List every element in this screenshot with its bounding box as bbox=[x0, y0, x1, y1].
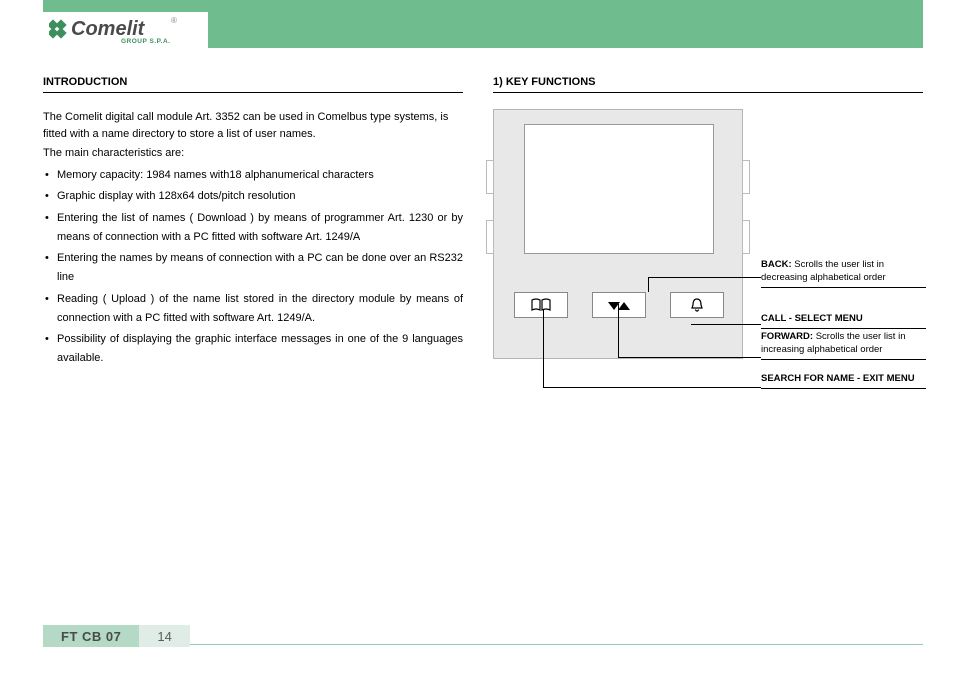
search-button-wrap bbox=[514, 292, 568, 318]
device-screen bbox=[524, 124, 714, 254]
leader-line bbox=[543, 387, 761, 388]
intro-paragraph-2: The main characteristics are: bbox=[43, 145, 463, 162]
svg-text:Comelit: Comelit bbox=[71, 18, 146, 40]
doc-code: FT CB 07 bbox=[43, 625, 139, 647]
feature-item: Entering the names by means of connectio… bbox=[43, 249, 463, 288]
call-button-wrap bbox=[670, 292, 724, 318]
content-area: INTRODUCTION The Comelit digital call mo… bbox=[43, 76, 923, 409]
comelit-logo-svg: Comelit ® GROUP S.P.A. bbox=[49, 15, 204, 45]
key-functions-title: 1) KEY FUNCTIONS bbox=[493, 76, 923, 93]
panel-tab bbox=[486, 160, 494, 194]
svg-text:®: ® bbox=[171, 16, 177, 25]
search-button[interactable] bbox=[514, 292, 568, 318]
leader-line bbox=[648, 277, 761, 278]
key-functions-column: 1) KEY FUNCTIONS bbox=[493, 76, 923, 409]
feature-item: Entering the list of names ( Download ) … bbox=[43, 209, 463, 248]
callout-call: CALL - SELECT MENU bbox=[761, 313, 926, 331]
feature-item: Possibility of displaying the graphic in… bbox=[43, 330, 463, 369]
callout-back: BACK: Scrolls the user list in decreasin… bbox=[761, 259, 926, 290]
introduction-title: INTRODUCTION bbox=[43, 76, 463, 93]
page-number: 14 bbox=[139, 625, 189, 647]
leader-line bbox=[648, 277, 649, 292]
page-footer: FT CB 07 14 bbox=[43, 625, 923, 647]
leader-line bbox=[618, 304, 619, 357]
nav-button-wrap bbox=[592, 292, 646, 318]
callout-search: SEARCH FOR NAME - EXIT MENU bbox=[761, 373, 926, 391]
callout-search-text: SEARCH FOR NAME - EXIT MENU bbox=[761, 373, 915, 384]
panel-tab bbox=[742, 220, 750, 254]
footer-rule bbox=[190, 625, 923, 645]
button-row bbox=[514, 280, 724, 330]
intro-paragraph-1: The Comelit digital call module Art. 335… bbox=[43, 109, 463, 143]
panel-tab bbox=[742, 160, 750, 194]
svg-text:GROUP S.P.A.: GROUP S.P.A. bbox=[121, 38, 170, 45]
leader-line bbox=[691, 324, 761, 325]
leader-line bbox=[543, 309, 544, 387]
feature-item: Graphic display with 128x64 dots/pitch r… bbox=[43, 187, 463, 206]
feature-item: Reading ( Upload ) of the name list stor… bbox=[43, 290, 463, 329]
bell-icon bbox=[689, 297, 705, 313]
feature-list: Memory capacity: 1984 names with18 alpha… bbox=[43, 166, 463, 369]
feature-item: Memory capacity: 1984 names with18 alpha… bbox=[43, 166, 463, 185]
callout-forward-bold: FORWARD: bbox=[761, 331, 813, 342]
book-open-icon bbox=[531, 298, 551, 312]
call-button[interactable] bbox=[670, 292, 724, 318]
leader-line bbox=[618, 357, 761, 358]
callout-forward: FORWARD: Scrolls the user list in increa… bbox=[761, 331, 926, 362]
callout-call-text: CALL - SELECT MENU bbox=[761, 313, 863, 324]
nav-button[interactable] bbox=[592, 292, 646, 318]
device-diagram: BACK: Scrolls the user list in decreasin… bbox=[493, 109, 923, 409]
arrows-down-up-icon bbox=[605, 298, 633, 312]
panel-tab bbox=[486, 220, 494, 254]
callout-back-bold: BACK: bbox=[761, 259, 792, 270]
brand-logo: Comelit ® GROUP S.P.A. bbox=[43, 12, 208, 48]
introduction-column: INTRODUCTION The Comelit digital call mo… bbox=[43, 76, 463, 409]
